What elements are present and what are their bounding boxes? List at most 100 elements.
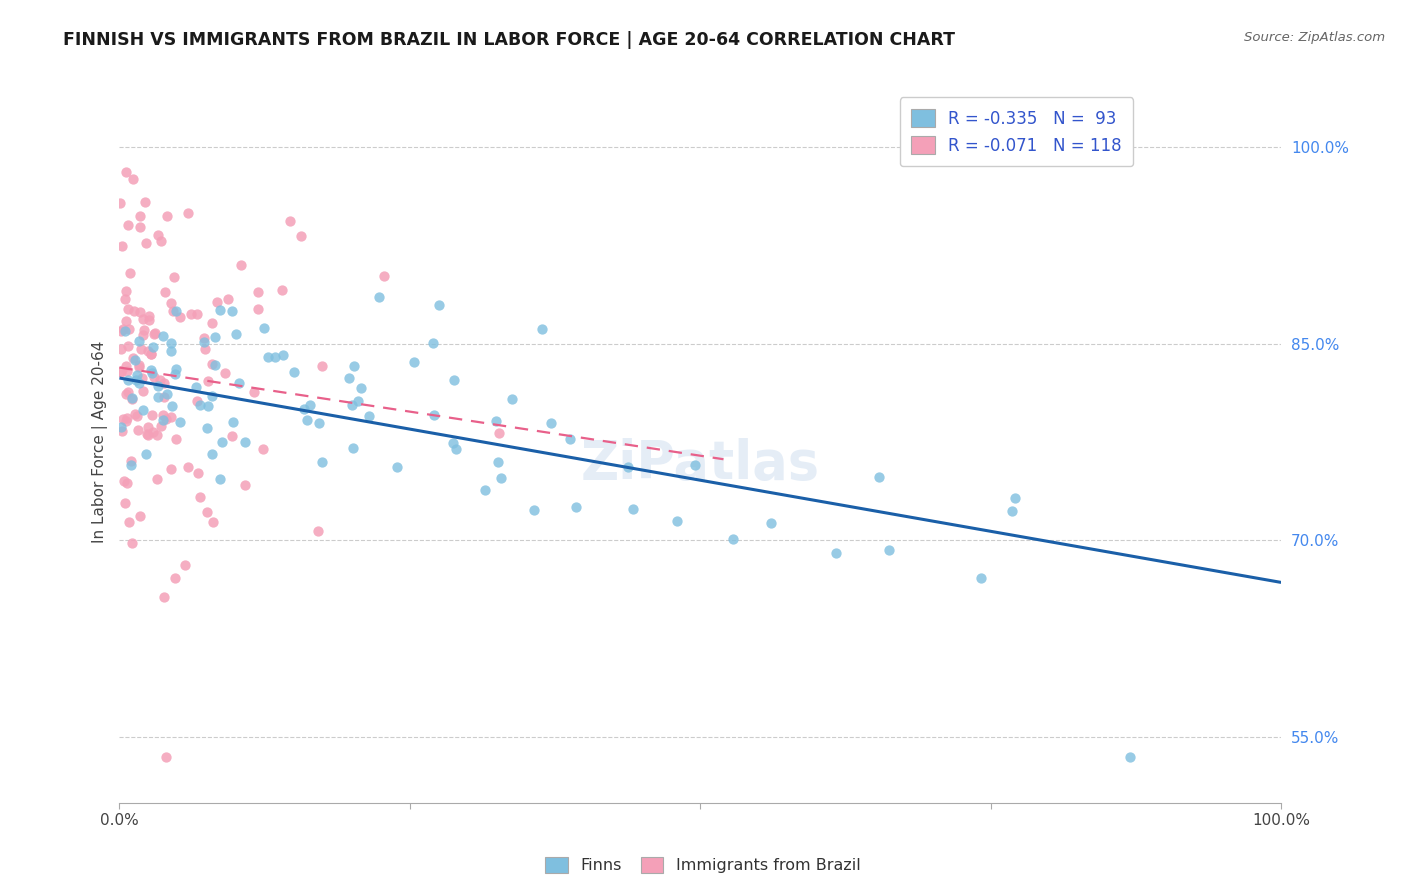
Finns [208,472,231,486]
Finns [124,352,146,367]
Immigrants from Brazil [152,408,174,422]
Finns [221,304,243,318]
Finns [367,290,389,304]
Finns [427,298,450,312]
Immigrants from Brazil [247,301,270,316]
Finns [486,454,509,468]
Immigrants from Brazil [112,412,135,426]
Finns [114,324,136,338]
Immigrants from Brazil [132,328,155,343]
Finns [444,442,467,457]
Immigrants from Brazil [121,392,143,406]
Immigrants from Brazil [217,293,239,307]
Immigrants from Brazil [121,535,143,549]
Finns [485,414,508,428]
Text: ZiPatlas: ZiPatlas [581,438,820,490]
Finns [148,379,170,393]
Immigrants from Brazil [153,590,176,604]
Immigrants from Brazil [142,425,165,439]
Immigrants from Brazil [128,359,150,374]
Immigrants from Brazil [176,205,198,219]
Immigrants from Brazil [142,326,165,341]
Finns [208,303,231,318]
Text: Source: ZipAtlas.com: Source: ZipAtlas.com [1244,31,1385,45]
Immigrants from Brazil [165,432,187,446]
Finns [443,373,465,387]
Finns [152,413,174,427]
Finns [201,388,224,402]
Immigrants from Brazil [278,214,301,228]
Finns [160,399,183,413]
Immigrants from Brazil [115,313,138,327]
Immigrants from Brazil [159,462,181,476]
Finns [385,459,408,474]
Immigrants from Brazil [194,342,217,356]
Immigrants from Brazil [152,376,174,391]
Finns [489,471,512,485]
Finns [357,409,380,424]
Immigrants from Brazil [135,236,157,251]
Immigrants from Brazil [117,218,139,232]
Immigrants from Brazil [169,310,191,324]
Finns [188,398,211,412]
Immigrants from Brazil [149,373,172,387]
Finns [204,359,226,373]
Immigrants from Brazil [197,375,219,389]
Finns [970,571,993,585]
Immigrants from Brazil [247,285,270,300]
Immigrants from Brazil [155,749,177,764]
Finns [132,403,155,417]
Finns [560,432,582,446]
Immigrants from Brazil [129,508,152,523]
Immigrants from Brazil [188,490,211,504]
Finns [169,415,191,429]
Immigrants from Brazil [173,558,195,572]
Immigrants from Brazil [120,266,142,280]
Immigrants from Brazil [128,305,150,319]
Immigrants from Brazil [214,366,236,380]
Finns [666,515,689,529]
Immigrants from Brazil [186,307,208,321]
Immigrants from Brazil [150,235,173,249]
Finns [222,415,245,429]
Finns [184,380,207,394]
Immigrants from Brazil [197,505,219,519]
Finns [256,351,278,365]
Immigrants from Brazil [117,339,139,353]
Immigrants from Brazil [311,359,333,373]
Finns [253,321,276,335]
Immigrants from Brazil [165,571,187,585]
Immigrants from Brazil [114,292,136,306]
Finns [152,328,174,343]
Immigrants from Brazil [131,342,153,356]
Finns [423,409,446,423]
Finns [117,373,139,387]
Finns [868,469,890,483]
Immigrants from Brazil [155,412,177,426]
Finns [759,516,782,530]
Y-axis label: In Labor Force | Age 20-64: In Labor Force | Age 20-64 [93,341,108,543]
Finns [139,363,162,377]
Finns [128,376,150,390]
Immigrants from Brazil [201,515,224,529]
Finns [121,392,143,406]
Immigrants from Brazil [125,409,148,424]
Immigrants from Brazil [136,428,159,442]
Immigrants from Brazil [121,351,143,365]
Finns [295,413,318,427]
Finns [211,434,233,449]
Immigrants from Brazil [128,358,150,372]
Finns [225,326,247,341]
Immigrants from Brazil [127,423,149,437]
Finns [125,368,148,383]
Immigrants from Brazil [118,515,141,529]
Immigrants from Brazil [373,268,395,283]
Finns [197,421,219,435]
Legend: R = -0.335   N =  93, R = -0.071   N = 118: R = -0.335 N = 93, R = -0.071 N = 118 [900,97,1133,167]
Immigrants from Brazil [149,419,172,434]
Immigrants from Brazil [156,210,179,224]
Immigrants from Brazil [193,331,215,345]
Immigrants from Brazil [136,344,159,359]
Finns [308,416,330,430]
Immigrants from Brazil [114,496,136,510]
